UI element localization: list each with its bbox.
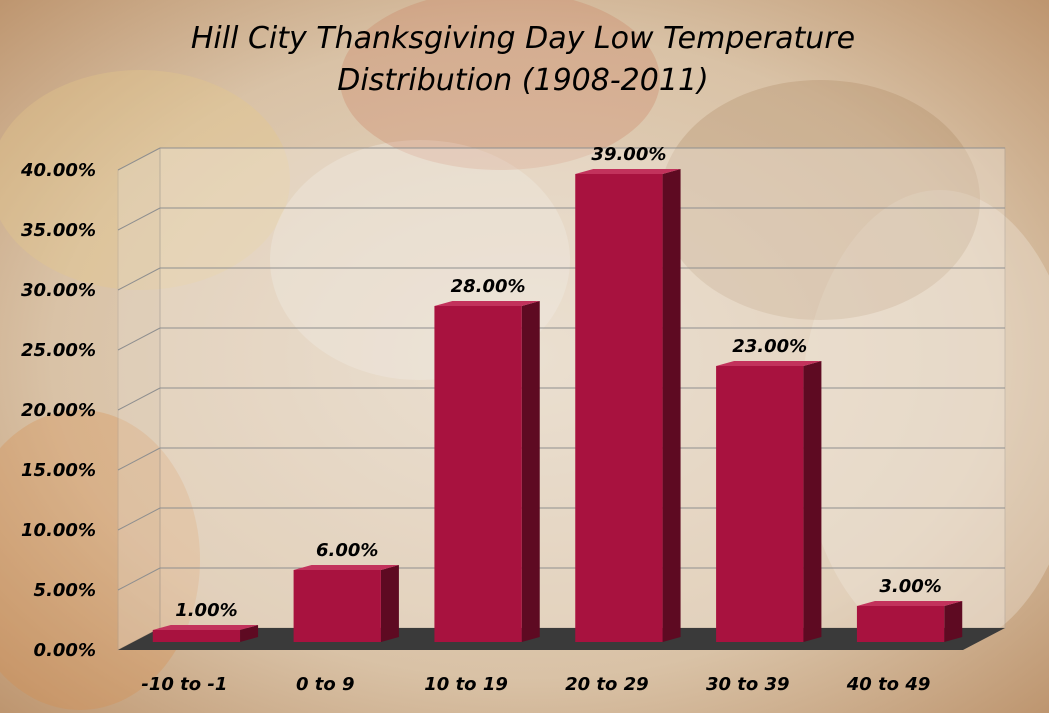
x-tick-label: 0 to 9: [296, 674, 355, 695]
gridline-side: [117, 507, 161, 531]
gridline-side: [117, 207, 161, 231]
data-label: 39.00%: [591, 144, 666, 165]
bar-top: [856, 601, 963, 606]
bar: [293, 565, 399, 642]
bar-front: [434, 306, 522, 642]
bar-front: [575, 174, 663, 642]
bar-front: [152, 630, 241, 642]
bar-side: [521, 301, 540, 642]
gridline-side: [117, 567, 161, 591]
bar-side: [380, 565, 399, 642]
x-axis-category-labels: -10 to -1 0 to 9 10 to 19 20 to 29 30 to 39 4…: [141, 674, 930, 695]
y-tick-label: 35.00%: [21, 220, 96, 241]
chart-title-line: Hill City Thanksgiving Day Low Temperatu…: [191, 21, 855, 56]
bar-top: [152, 625, 259, 630]
y-tick-label: 25.00%: [21, 340, 96, 361]
x-tick-label: 20 to 29: [565, 674, 649, 695]
bar-top: [575, 169, 681, 174]
plot-area: [117, 147, 1006, 651]
bar-top: [293, 565, 399, 570]
bar: [575, 169, 681, 642]
gridline-side: [117, 327, 161, 351]
data-label: 6.00%: [316, 540, 378, 561]
data-label: 23.00%: [732, 336, 807, 357]
y-tick-label: 0.00%: [34, 640, 96, 661]
y-tick-label: 15.00%: [21, 460, 96, 481]
data-label: 28.00%: [451, 276, 526, 297]
gridline-side: [117, 267, 161, 291]
bar-top: [716, 361, 822, 366]
chart-title: Hill City Thanksgiving Day Low Temperatu…: [191, 21, 855, 98]
bar: [434, 301, 540, 642]
bar-side: [240, 625, 259, 642]
y-tick-label: 40.00%: [20, 160, 96, 181]
y-tick-label: 5.00%: [34, 580, 96, 601]
bar-side: [803, 361, 822, 642]
data-label: 3.00%: [879, 576, 941, 597]
gridline-side: [117, 447, 161, 471]
y-tick-label: 30.00%: [21, 280, 96, 301]
y-tick-label: 20.00%: [21, 400, 96, 421]
bar-side: [662, 169, 681, 642]
bars: [152, 169, 963, 642]
bar-front: [293, 570, 381, 642]
bar-top: [434, 301, 540, 306]
y-axis-tick-labels: 0.00% 5.00% 10.00% 15.00% 20.00% 25.00% 30.00%…: [20, 160, 96, 661]
y-tick-label: 10.00%: [21, 520, 96, 541]
bar-front: [716, 366, 804, 642]
gridline-side: [117, 147, 161, 171]
gridline-side: [117, 387, 161, 411]
data-labels: 1.00% 6.00% 28.00% 39.00% 23.00% 3.00%: [175, 144, 942, 621]
x-tick-label: 10 to 19: [424, 674, 508, 695]
data-label: 1.00%: [175, 600, 237, 621]
x-tick-label: 30 to 39: [706, 674, 790, 695]
x-tick-label: -10 to -1: [141, 674, 227, 695]
bar: [716, 361, 822, 642]
bar-front: [856, 606, 945, 642]
bar: [856, 601, 963, 642]
bar-side: [944, 601, 963, 642]
chart-title-line: Distribution (1908-2011): [337, 63, 708, 98]
bar: [152, 625, 259, 642]
x-tick-label: 40 to 49: [846, 674, 931, 695]
